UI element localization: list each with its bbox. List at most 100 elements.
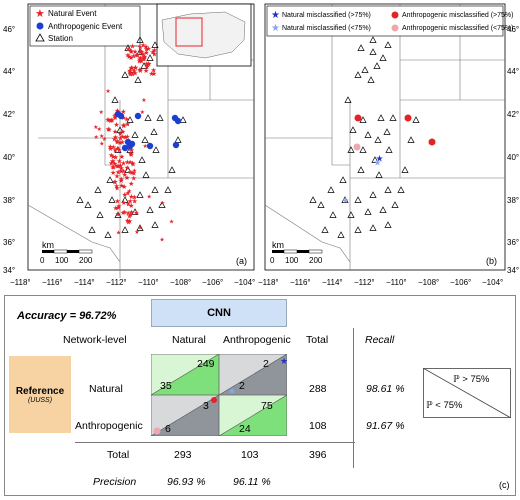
station-marker [156,114,164,121]
station-marker [134,76,142,83]
natural-event-marker: ★ [140,55,146,63]
lat-label: 46° [507,25,519,34]
natural-event-marker: ★ [151,70,157,78]
natural-event-marker: ★ [99,133,104,140]
station-marker [397,186,405,193]
natural-event-marker: ★ [143,43,149,51]
station-marker [359,146,367,153]
lat-label: 40° [3,153,15,162]
station-marker [354,71,362,78]
col-header-anthropogenic: Anthropogenic [223,334,291,346]
lon-label: −106° [202,278,223,287]
natural-event-marker: ★ [160,200,165,207]
station-marker [126,146,134,153]
station-marker [369,191,377,198]
natural-event-marker: ★ [116,202,122,210]
station-marker [375,171,383,178]
reference-title: Reference [15,385,65,397]
cell-aa-low-value: 24 [239,423,251,435]
station-marker [341,196,349,203]
natural-event-marker: ★ [132,167,137,174]
nat-mis-high-marker: ★ [376,154,384,164]
natural-event-marker: ★ [144,62,150,70]
natural-event-marker: ★ [110,158,116,166]
cell-aa-high-value: 75 [261,400,273,412]
confusion-matrix-panel: Accuracy = 96.72% CNN Network-level Natu… [4,295,516,496]
legend-nat-high-label: Natural misclassified (>75%) [282,12,371,19]
natural-event-marker: ★ [125,219,131,227]
col-total-natural: 293 [174,449,192,461]
station-marker [369,224,377,231]
natural-event-marker: ★ [137,48,143,56]
station-marker [146,206,154,213]
natural-event-marker: ★ [114,145,120,153]
station-marker [128,66,136,73]
natural-event-marker: ★ [129,160,135,168]
station-marker [136,36,144,43]
natural-event-marker: ★ [113,183,119,191]
station-marker [373,62,381,69]
station-marker [179,116,187,123]
station-markers [76,36,187,238]
natural-event-marker: ★ [151,51,157,59]
legend-nat-low-icon: ★ [271,23,280,34]
natural-event-marker: ★ [119,153,125,161]
legend-nat-high-icon: ★ [271,10,280,21]
natural-event-marker: ★ [159,237,164,244]
natural-event-marker: ★ [113,205,119,213]
station-marker [144,114,152,121]
natural-event-marker: ★ [137,56,143,64]
natural-event-marker: ★ [120,108,126,116]
natural-event-marker: ★ [129,42,135,50]
map-panel-left: ★ Natural Event Anthropogenic Event Stat… [27,3,255,278]
legend-left: ★ Natural Event Anthropogenic Event Stat… [29,5,141,47]
natural-event-marker: ★ [145,45,151,53]
anthropogenic-event-marker [146,142,154,150]
station-marker [84,201,92,208]
lon-label: −118° [10,278,31,287]
natural-event-marker: ★ [127,198,133,206]
station-marker [357,166,365,173]
station-markers [309,36,420,238]
station-marker [377,114,385,121]
station-marker [94,186,102,193]
natural-event-marker: ★ [141,54,147,62]
natural-event-marker: ★ [115,162,121,170]
natural-event-marker: ★ [130,160,136,168]
natural-event-marker: ★ [124,121,130,129]
natural-event-marker: ★ [124,133,130,141]
natural-event-marker: ★ [112,114,118,122]
natural-event-marker: ★ [128,48,134,56]
svg-text:200: 200 [309,256,323,265]
station-marker [136,48,144,55]
station-marker [116,126,124,133]
natural-event-marker: ★ [137,54,143,62]
natural-event-marker: ★ [141,55,147,63]
natural-event-marker: ★ [110,164,116,172]
station-marker [384,221,392,228]
col-header-recall: Recall [365,334,395,346]
natural-event-marker: ★ [114,163,120,171]
legend-ant-high-label: Anthropogenic misclassified (>75%) [402,12,513,19]
natural-event-marker: ★ [138,48,144,56]
natural-event-marker: ★ [137,67,143,75]
svg-text:km: km [272,240,284,250]
nat-mis-low-marker: ★ [342,196,349,205]
station-marker [108,196,116,203]
natural-event-marker: ★ [110,163,116,171]
svg-text:100: 100 [285,256,299,265]
scale-bar-right: km 0 100 200 [270,240,323,265]
natural-event-marker: ★ [127,188,132,195]
natural-event-marker: ★ [143,46,149,54]
natural-event-marker: ★ [107,117,113,125]
lat-axis-left: 46° 44° 42° 40° 38° 36° 34° [3,25,15,275]
natural-event-marker: ★ [112,133,118,141]
lat-axis-right: 46° 44° 42° 40° 38° 36° 34° [507,25,519,275]
svg-text:0: 0 [270,256,275,265]
natural-event-marker: ★ [125,52,131,60]
col-header-natural: Natural [172,334,206,346]
natural-event-marker: ★ [124,159,130,167]
panel-label-c: (c) [499,480,510,490]
natural-event-marker: ★ [127,169,133,177]
station-marker [412,116,420,123]
